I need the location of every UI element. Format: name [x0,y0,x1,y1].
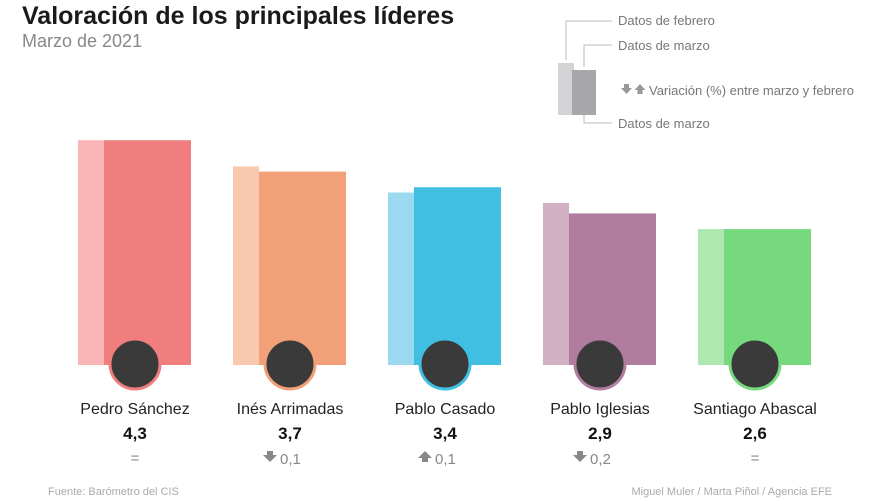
legend-march-swatch [572,70,596,115]
bar-mar-c2 [259,171,346,365]
data-label-c3: 3,4 [433,424,457,443]
chart-subtitle: Marzo de 2021 [22,31,143,51]
data-label-c5: 2,6 [743,424,767,443]
bar-feb-c3 [388,192,414,365]
legend-variation-label: Variación (%) entre marzo y febrero [649,83,854,98]
data-label-c1: 4,3 [123,424,147,443]
legend: Datos de febrero Datos de marzo Variació… [558,13,854,131]
labels-layer: Pedro Sánchez 4,3 = Inés Arrimadas 3,7 0,1 Pab… [80,401,817,468]
tick-label-c1: Pedro Sánchez [80,401,189,418]
legend-feb-label: Datos de febrero [618,13,715,28]
data-label-c2: 3,7 [278,424,302,443]
arrow-down-icon [621,84,632,94]
chart-title: Valoración de los principales líderes [22,2,455,30]
legend-mar-label: Datos de marzo [618,38,710,53]
arrow-up-icon [634,84,646,94]
footer-credit: Miguel Muler / Marta Piñol / Agencia EFE [631,486,832,498]
legend-mar-label-bottom: Datos de marzo [618,116,710,131]
legend-leader-march-bottom [583,115,612,124]
arrow-down-icon-c2 [263,451,277,462]
bar-mar-c3 [414,187,501,365]
legend-leader-march [583,44,612,67]
variation-c5: = [751,450,760,467]
variation-c4: 0,2 [590,451,611,468]
bar-feb-c5 [698,229,724,365]
data-label-c4: 2,9 [588,424,612,443]
variation-c3: 0,1 [435,451,456,468]
avatar-c5 [728,337,782,391]
tick-label-c4: Pablo Iglesias [550,401,650,418]
bar-feb-c4 [543,202,569,365]
arrow-down-icon-c4 [573,451,587,462]
legend-leader-february [565,20,612,60]
bars-layer [78,140,811,391]
bar-feb-c1 [78,140,104,365]
avatar-c1 [108,337,162,391]
tick-label-c2: Inés Arrimadas [237,401,344,418]
avatar-c4 [573,337,627,391]
variation-c2: 0,1 [280,451,301,468]
bar-feb-c2 [233,166,259,365]
bar-mar-c1 [104,140,191,365]
variation-c1: = [131,450,140,467]
avatar-c3 [418,337,472,391]
tick-label-c5: Santiago Abascal [693,401,817,418]
avatar-c2 [263,337,317,391]
arrow-up-icon-c3 [418,451,432,462]
tick-label-c3: Pablo Casado [395,401,496,418]
bar-mar-c4 [569,213,656,365]
legend-february-swatch [558,63,574,115]
footer-source: Fuente: Barómetro del CIS [48,486,179,498]
